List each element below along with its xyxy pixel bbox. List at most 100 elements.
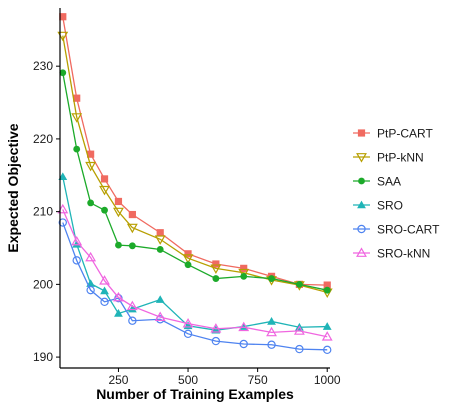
x-axis-title: Number of Training Examples [96,386,294,402]
legend-item-ptp-cart: PtP-CART [353,127,433,141]
legend-label: PtP-kNN [377,151,424,165]
data-point-saa [240,272,248,280]
legend-label: SRO-CART [377,223,440,237]
data-point-saa [323,286,331,294]
legend: PtP-CART PtP-kNN SAA SRO SRO-CART SRO-kNN [353,127,440,261]
data-point-ptp-knn [99,185,110,196]
data-point-sro [72,239,82,248]
series-line-ptp-knn [62,35,328,293]
series-line-sro [62,176,328,331]
data-point-ptp-knn [238,268,250,279]
data-point-sro [127,304,137,313]
data-point-ptp-knn [210,264,222,274]
data-point-sro-cart [295,344,304,354]
data-point-sro [322,322,332,330]
x-tick-label: 750 [248,373,268,387]
y-tick-label: 220 [33,132,53,146]
data-point-saa [212,275,220,282]
data-point-sro-cart [86,285,95,295]
legend-marker [357,129,366,137]
series-ptp-knn [57,31,333,298]
legend-item-saa: SAA [353,175,401,189]
data-point-saa [295,280,303,288]
legend-label: SRO [377,199,403,213]
data-point-sro-knn [71,235,83,246]
data-point-sro-knn [126,300,138,311]
data-point-sro [100,286,109,295]
legend-marker [356,247,367,257]
data-point-ptp-cart [184,250,192,258]
data-point-sro-cart [323,345,332,355]
data-point-saa [128,242,136,250]
data-point-sro-cart [267,340,276,349]
data-point-ptp-cart [59,13,67,21]
series-line-sro-cart [62,222,328,351]
y-tick-label: 200 [33,277,53,291]
data-point-sro-cart [211,336,221,346]
series-sro-cart [58,218,332,355]
data-point-saa [101,206,108,214]
series-sro [58,172,332,334]
data-point-sro [267,317,276,325]
data-point-sro-cart [58,218,67,227]
x-tick-label: 500 [178,373,198,387]
data-point-ptp-cart [100,175,109,183]
data-point-sro-knn [99,275,110,285]
data-point-sro-knn [182,318,194,328]
data-point-sro-knn [85,251,97,262]
legend-item-sro-cart: SRO-CART [353,223,440,237]
legend-item-ptp-knn: PtP-kNN [353,151,424,165]
y-tick-label: 230 [33,59,53,73]
legend-marker [357,200,366,209]
data-point-ptp-cart [114,197,123,206]
data-point-ptp-knn [182,254,194,264]
legend-label: SRO-kNN [377,247,430,261]
series-sro-knn [57,203,333,341]
data-point-sro-knn [238,321,250,332]
data-point-ptp-knn [154,235,166,245]
data-point-ptp-cart [128,210,136,219]
legend-label: PtP-CART [377,127,433,141]
data-point-ptp-knn [71,113,83,123]
legend-marker [357,224,366,234]
data-point-ptp-cart [323,281,331,289]
data-point-saa [59,69,67,77]
data-point-saa [156,246,164,253]
data-point-ptp-cart [87,150,95,158]
data-point-sro-knn [113,291,124,302]
data-point-saa [268,275,275,282]
y-tick-label: 190 [33,350,53,364]
legend-label: SAA [377,175,401,189]
data-point-sro-knn [293,325,305,335]
legend-item-sro-knn: SRO-kNN [353,247,430,261]
data-point-ptp-cart [73,94,81,102]
data-point-sro-knn [321,331,333,341]
x-tick-label: 1000 [314,373,341,387]
data-point-sro-knn [266,326,277,337]
data-point-saa [115,241,122,249]
legend-marker [358,177,365,185]
data-point-ptp-cart [212,260,220,268]
y-axis-title: Expected Objective [5,123,21,252]
axes: 250 500 750 1000 190 200 210 220 230 [33,8,341,387]
data-point-sro-cart [72,256,81,265]
x-tick-label: 250 [108,373,128,387]
plot-area [57,13,333,355]
legend-item-sro: SRO [353,199,403,213]
data-point-sro [114,309,123,317]
data-point-sro-cart [100,297,109,307]
data-point-sro-knn [154,311,166,321]
series-ptp-cart [59,13,331,289]
data-point-saa [184,261,192,269]
legend-marker [356,153,367,163]
data-point-ptp-cart [240,264,248,272]
data-point-saa [87,199,95,207]
data-point-ptp-cart [156,229,164,237]
data-point-sro-cart [183,329,193,339]
series-line-sro-knn [62,209,328,338]
data-point-ptp-knn [126,223,138,234]
data-point-ptp-knn [113,207,124,218]
y-tick-label: 210 [33,205,53,219]
data-point-saa [73,145,81,153]
